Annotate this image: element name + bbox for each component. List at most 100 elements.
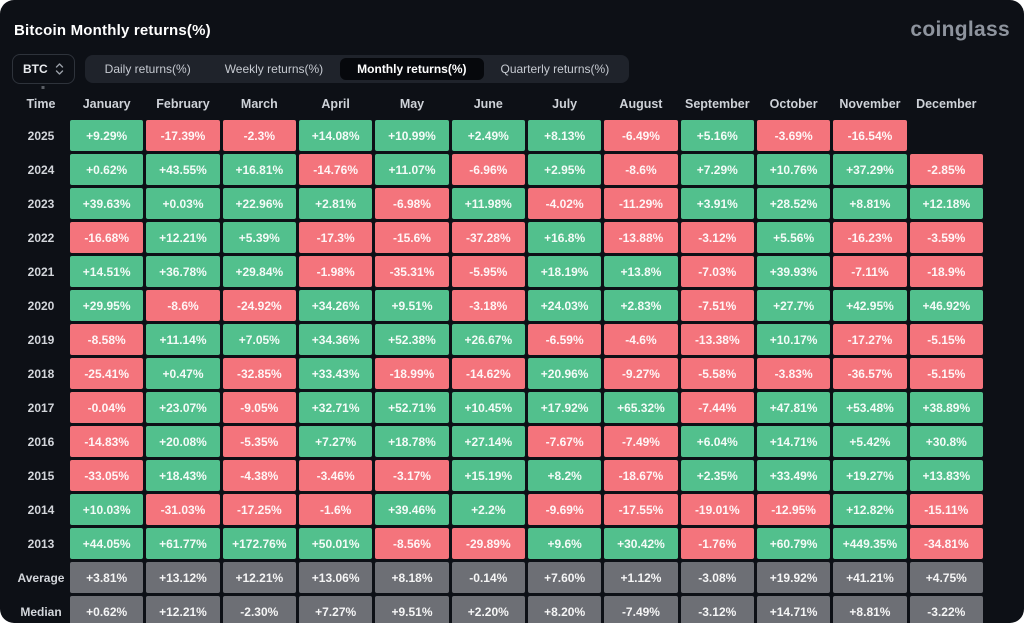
coin-selector[interactable]: BTC	[12, 54, 75, 89]
return-cell: -3.17%	[375, 460, 449, 491]
return-cell: +11.98%	[451, 188, 525, 219]
return-cell: +14.51%	[70, 256, 144, 287]
month-header-february: February	[156, 97, 210, 111]
return-cell: +5.16%	[680, 120, 754, 151]
return-cell: +13.12%	[146, 562, 220, 593]
return-cell: +7.05%	[222, 324, 296, 355]
return-cell: +12.21%	[146, 222, 220, 253]
month-header-july: July	[552, 97, 578, 111]
table-row-average: Average +3.81% +13.12% +12.21% +13.06% +8.18%…	[15, 562, 983, 593]
return-cell: +33.43%	[298, 358, 373, 389]
return-cell: -36.57%	[833, 358, 907, 389]
tab-quarterly[interactable]: Quarterly returns(%)	[484, 58, 627, 80]
return-cell: +2.83%	[604, 290, 678, 321]
return-cell: +2.20%	[451, 596, 525, 623]
return-cell: -17.25%	[222, 494, 296, 525]
return-cell: +10.03%	[70, 494, 144, 525]
table-header-row: Time January February March April May June Jul…	[15, 90, 983, 117]
return-cell: +7.27%	[298, 596, 373, 623]
return-cell: -4.38%	[222, 460, 296, 491]
return-cell: +12.21%	[222, 562, 296, 593]
table-row-2025: 2025 +9.29% -17.39% -2.3% +14.08% +10.99% +2.4…	[15, 120, 983, 151]
return-cell: -8.58%	[70, 324, 144, 355]
tab-weekly[interactable]: Weekly returns(%)	[208, 58, 340, 80]
month-header-january: January	[82, 97, 131, 111]
row-label: 2019	[27, 332, 55, 347]
return-cell: -3.22%	[909, 596, 983, 623]
return-cell	[910, 120, 983, 151]
return-cell: -3.12%	[680, 596, 754, 623]
return-cell: +33.49%	[756, 460, 831, 491]
returns-tab-group: Daily returns(%) Weekly returns(%) Monthly…	[84, 55, 630, 83]
return-cell: -12.95%	[756, 494, 831, 525]
return-cell: -7.49%	[604, 426, 678, 457]
row-label: 2013	[27, 536, 55, 551]
return-cell: +5.42%	[833, 426, 907, 457]
controls-row: BTC Daily returns(%) Weekly returns(%) Mon…	[12, 54, 1012, 89]
return-cell: +24.03%	[527, 290, 602, 321]
return-cell: +10.99%	[375, 120, 449, 151]
return-cell: +0.47%	[146, 358, 220, 389]
return-cell: -25.41%	[70, 358, 144, 389]
return-cell: +23.07%	[146, 392, 220, 423]
return-cell: -0.14%	[451, 562, 525, 593]
return-cell: +20.08%	[146, 426, 220, 457]
return-cell: -0.04%	[70, 392, 144, 423]
return-cell: +0.03%	[146, 188, 220, 219]
return-cell: +13.06%	[298, 562, 373, 593]
month-header-april: April	[321, 97, 350, 111]
table-row-median: Median +0.62% +12.21% -2.30% +7.27% +9.51% +2.…	[15, 596, 983, 623]
return-cell: +9.51%	[375, 596, 449, 623]
return-cell: -11.29%	[604, 188, 678, 219]
return-cell: +8.81%	[833, 188, 907, 219]
return-cell: +449.35%	[833, 528, 907, 559]
row-label: 2021	[27, 264, 55, 279]
row-label: 2022	[27, 230, 55, 245]
coinglass-logo: coinglass	[910, 18, 1010, 41]
return-cell: +14.08%	[298, 120, 373, 151]
return-cell: -14.76%	[298, 154, 373, 185]
tab-monthly[interactable]: Monthly returns(%)	[340, 58, 484, 80]
table-row-2020: 2020 +29.95% -8.6% -24.92% +34.26% +9.51% -3.1…	[15, 290, 983, 321]
return-cell: -7.03%	[680, 256, 754, 287]
return-cell: -9.27%	[604, 358, 678, 389]
return-cell: -34.81%	[909, 528, 983, 559]
return-cell: +12.82%	[833, 494, 907, 525]
return-cell: +61.77%	[146, 528, 220, 559]
return-cell: +46.92%	[909, 290, 983, 321]
return-cell: -29.89%	[451, 528, 525, 559]
return-cell: +41.21%	[833, 562, 907, 593]
return-cell: +43.55%	[146, 154, 220, 185]
return-cell: +11.14%	[146, 324, 220, 355]
return-cell: -3.83%	[756, 358, 831, 389]
return-cell: +2.2%	[451, 494, 525, 525]
return-cell: -18.67%	[604, 460, 678, 491]
return-cell: -17.27%	[833, 324, 907, 355]
tab-daily[interactable]: Daily returns(%)	[88, 58, 208, 80]
dropdown-indicator-dot	[41, 86, 45, 89]
return-cell: +15.19%	[451, 460, 525, 491]
return-cell: +3.81%	[70, 562, 144, 593]
return-cell: -2.85%	[909, 154, 983, 185]
return-cell: -8.56%	[375, 528, 449, 559]
return-cell: -14.83%	[70, 426, 144, 457]
return-cell: +2.95%	[527, 154, 602, 185]
month-header-august: August	[619, 97, 663, 111]
return-cell: +42.95%	[833, 290, 907, 321]
table-row-2013: 2013 +44.05% +61.77% +172.76% +50.01% -8.56% -…	[15, 528, 983, 559]
return-cell: +9.6%	[527, 528, 602, 559]
return-cell: -5.15%	[909, 358, 983, 389]
return-cell: +13.8%	[604, 256, 678, 287]
return-cell: +14.71%	[756, 596, 831, 623]
return-cell: -8.6%	[604, 154, 678, 185]
return-cell: +8.81%	[833, 596, 907, 623]
return-cell: -1.76%	[680, 528, 754, 559]
row-label: 2018	[27, 366, 55, 381]
return-cell: -2.3%	[222, 120, 296, 151]
table-row-2024: 2024 +0.62% +43.55% +16.81% -14.76% +11.07% -6…	[15, 154, 983, 185]
return-cell: +10.76%	[756, 154, 831, 185]
return-cell: +0.62%	[70, 154, 144, 185]
table-row-2014: 2014 +10.03% -31.03% -17.25% -1.6% +39.46% +2.…	[15, 494, 983, 525]
return-cell: -19.01%	[680, 494, 754, 525]
